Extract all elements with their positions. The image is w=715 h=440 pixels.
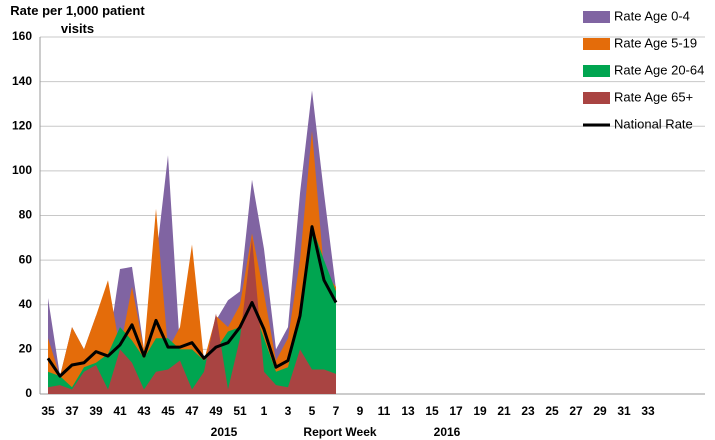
legend-swatch <box>583 38 610 50</box>
y-tick-label: 140 <box>12 74 32 88</box>
x-tick-label: 27 <box>569 404 583 418</box>
y-tick-label: 160 <box>12 29 32 43</box>
x-tick-label: 29 <box>593 404 607 418</box>
year-label: 2015 <box>211 425 238 439</box>
legend-label: Rate Age 20-64 <box>614 62 704 77</box>
x-tick-label: 3 <box>285 404 292 418</box>
legend-label: Rate Age 65+ <box>614 89 693 104</box>
x-axis-title: Report Week <box>303 425 376 439</box>
x-tick-label: 7 <box>333 404 340 418</box>
x-tick-label: 9 <box>357 404 364 418</box>
x-tick-label: 5 <box>309 404 316 418</box>
line <box>46 225 338 378</box>
x-tick-label: 39 <box>89 404 103 418</box>
x-tick-label: 45 <box>161 404 175 418</box>
x-tick-label: 17 <box>449 404 463 418</box>
x-tick-label: 25 <box>545 404 559 418</box>
x-tick-label: 35 <box>41 404 55 418</box>
x-tick-label: 23 <box>521 404 535 418</box>
x-tick-label: 13 <box>401 404 415 418</box>
legend-label: National Rate <box>614 116 693 131</box>
y-tick-label: 40 <box>19 297 33 311</box>
x-tick-label: 47 <box>185 404 199 418</box>
y-tick-label: 120 <box>12 118 32 132</box>
x-tick-label: 21 <box>497 404 511 418</box>
x-tick-label: 43 <box>137 404 151 418</box>
legend-swatch <box>583 65 610 77</box>
x-tick-label: 37 <box>65 404 79 418</box>
x-tick-label: 19 <box>473 404 487 418</box>
legend-swatch <box>583 11 610 23</box>
y-tick-label: 100 <box>12 163 32 177</box>
year-label: 2016 <box>434 425 461 439</box>
area <box>48 237 336 394</box>
x-tick-label: 49 <box>209 404 223 418</box>
x-tick-label: 15 <box>425 404 439 418</box>
legend-label: Rate Age 0-4 <box>614 8 690 23</box>
x-tick-label: 1 <box>261 404 268 418</box>
y-tick-label: 60 <box>19 252 33 266</box>
y-tick-label: 20 <box>19 342 33 356</box>
x-tick-label: 51 <box>233 404 247 418</box>
x-tick-label: 31 <box>617 404 631 418</box>
x-tick-label: 11 <box>378 404 391 418</box>
legend-swatch <box>583 92 610 104</box>
y-tick-label: 80 <box>19 208 33 222</box>
x-tick-label: 33 <box>641 404 655 418</box>
legend-label: Rate Age 5-19 <box>614 35 697 50</box>
y-axis-title: Rate per 1,000 patient visits <box>10 3 145 36</box>
x-tick-label: 41 <box>113 404 127 418</box>
y-tick-label: 0 <box>25 386 32 400</box>
